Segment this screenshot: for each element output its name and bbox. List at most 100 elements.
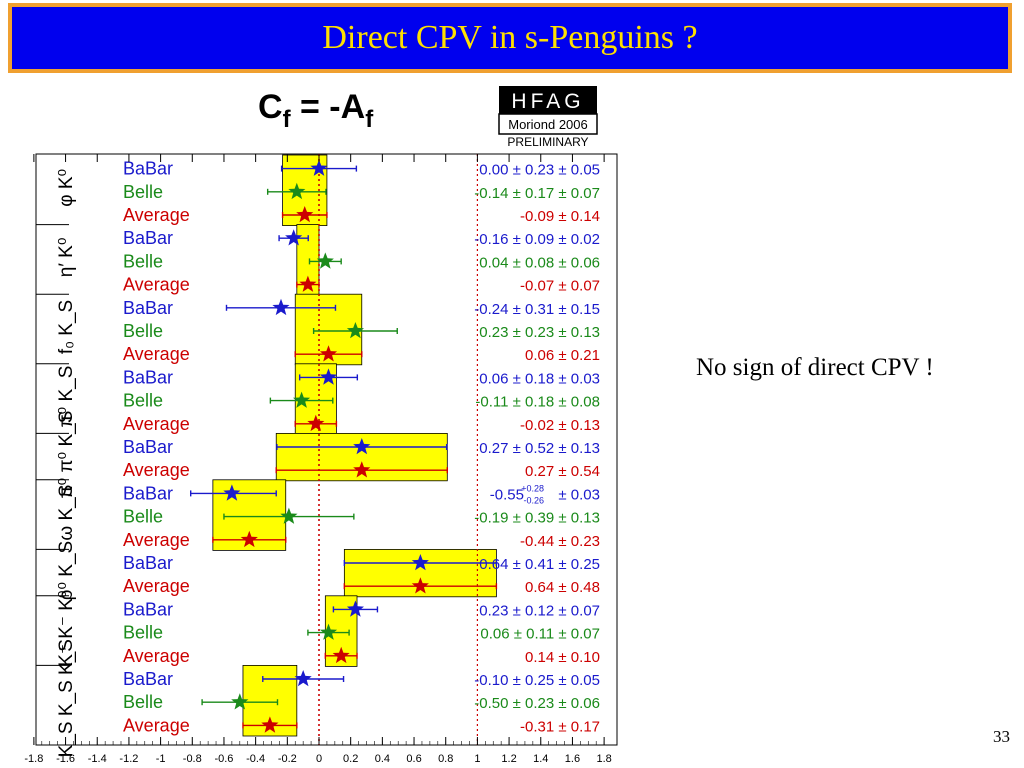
x-tick-label: 0.8: [438, 753, 453, 765]
experiment-label: Belle: [123, 507, 163, 527]
data-point-star: [285, 229, 303, 246]
title-bar: Direct CPV in s-Penguins ?: [8, 3, 1012, 73]
value-label: 0.06 ± 0.18 ± 0.03: [479, 370, 600, 387]
x-tick-label: 0: [316, 753, 322, 765]
data-point-star: [272, 298, 290, 316]
badge-bottom: PRELIMINARY: [507, 135, 588, 149]
value-label: -0.19 ± 0.39 ± 0.13: [474, 510, 600, 527]
page-number: 33: [993, 727, 1010, 746]
data-point-star: [310, 159, 328, 176]
chart-title-main: C: [258, 88, 283, 126]
value-label: -0.44 ± 0.23: [520, 533, 600, 550]
value-label: 0.64 ± 0.41 ± 0.25: [479, 556, 600, 573]
cpv-chart: Cf = -Af HFAG Moriond 2006 PRELIMINARY φ…: [24, 86, 618, 765]
experiment-label: Belle: [123, 391, 163, 411]
experiment-label: Belle: [123, 321, 163, 341]
data-point-star: [240, 530, 258, 548]
x-tick-label: 0.4: [375, 753, 390, 765]
svg-text:Cf = -Af: Cf = -Af: [258, 88, 374, 133]
decay-mode-label: K⁺ K⁻ K⁰: [56, 590, 77, 666]
badge-mid: Moriond 2006: [508, 117, 588, 132]
experiment-label: Belle: [123, 692, 163, 712]
value-label: 0.06 ± 0.21: [525, 347, 600, 364]
value-label: -0.07 ± 0.07: [520, 278, 600, 295]
experiment-label: Belle: [123, 623, 163, 643]
data-point-star: [353, 438, 371, 455]
x-tick-label: -1.4: [88, 753, 107, 765]
hfag-badge: HFAG Moriond 2006 PRELIMINARY: [498, 86, 598, 149]
badge-top: HFAG: [511, 90, 584, 113]
decay-mode-label: φ K⁰: [56, 169, 77, 207]
chart-title: Cf = -Af: [258, 88, 374, 133]
x-tick-label: 1.2: [501, 753, 516, 765]
data-point-star: [346, 322, 364, 339]
data-point-star: [231, 693, 249, 710]
data-point-star: [332, 646, 350, 664]
value-label: -0.24 ± 0.31 ± 0.15: [474, 301, 600, 318]
x-tick-label: -1: [156, 753, 166, 765]
data-point-star: [346, 600, 364, 617]
side-note: No sign of direct CPV !: [696, 354, 934, 381]
data-point-star: [294, 670, 312, 687]
value-label-sub: -0.26: [523, 495, 544, 505]
experiment-label: BaBar: [123, 367, 173, 387]
x-tick-label: 1.6: [565, 753, 580, 765]
value-label: 0.27 ± 0.54: [525, 463, 600, 480]
experiment-label: BaBar: [123, 669, 173, 689]
experiment-label: Average: [123, 530, 190, 550]
experiment-label: Average: [123, 275, 190, 295]
value-label: -0.55: [490, 486, 524, 503]
decay-mode-label: π⁰ π⁰ K_S: [56, 411, 77, 499]
value-label: 0.23 ± 0.23 ± 0.13: [479, 324, 600, 341]
data-point-star: [319, 345, 338, 362]
experiment-label: BaBar: [123, 298, 173, 318]
data-point-star: [261, 716, 279, 733]
value-label: 0.23 ± 0.12 ± 0.07: [479, 602, 600, 619]
experiment-label: Belle: [123, 251, 163, 271]
x-tick-label: -0.4: [246, 753, 265, 765]
experiment-label: Average: [123, 460, 190, 480]
experiment-label: Average: [123, 646, 190, 666]
x-tick-label: 1: [474, 753, 480, 765]
experiment-label: BaBar: [123, 437, 173, 457]
decay-mode-label: η′ K⁰: [56, 238, 77, 278]
value-label: -0.50 ± 0.23 ± 0.06: [474, 695, 600, 712]
experiment-label: Average: [123, 715, 190, 735]
experiment-label: BaBar: [123, 553, 173, 573]
x-tick-label: 0.6: [406, 753, 421, 765]
x-tick-label: -0.8: [183, 753, 202, 765]
decay-mode-label: f₀ K_S: [56, 300, 77, 354]
data-point-star: [299, 275, 317, 292]
value-label: -0.11 ± 0.18 ± 0.08: [475, 394, 600, 411]
value-label-tail: ± 0.03: [558, 486, 600, 503]
value-label: 0.06 ± 0.11 ± 0.07: [480, 626, 600, 643]
chart-title-sub: f: [283, 106, 292, 133]
data-point-star: [411, 554, 429, 571]
decay-mode-label: ω K_S: [56, 485, 77, 541]
value-label: -0.14 ± 0.17 ± 0.07: [474, 185, 600, 202]
value-label: -0.16 ± 0.09 ± 0.02: [474, 231, 600, 248]
value-label: -0.31 ± 0.17: [520, 718, 600, 735]
data-point-star: [316, 252, 334, 269]
x-tick-label: -1.8: [24, 753, 43, 765]
data-point-star: [353, 461, 371, 478]
data-point-star: [296, 206, 314, 223]
value-label-sup: +0.28: [521, 483, 544, 493]
experiment-label: Average: [123, 414, 190, 434]
experiment-label: BaBar: [123, 228, 173, 248]
experiment-label: Belle: [123, 182, 163, 202]
experiment-label: BaBar: [123, 159, 173, 179]
decay-mode-label: ρ⁰ K_S: [56, 541, 77, 601]
data-point-star: [288, 182, 306, 200]
x-tick-label: -0.6: [214, 753, 233, 765]
value-label: -0.02 ± 0.13: [520, 417, 600, 434]
data-point-star: [280, 507, 298, 524]
x-tick-label: 1.4: [533, 753, 548, 765]
x-tick-label: -1.2: [119, 753, 138, 765]
data-point-star: [411, 577, 429, 594]
x-tick-label: -1.6: [56, 753, 75, 765]
value-label: -0.09 ± 0.14: [520, 208, 600, 225]
data-point-star: [307, 414, 325, 432]
data-point-star: [319, 368, 338, 385]
plot-frame: [35, 153, 618, 746]
